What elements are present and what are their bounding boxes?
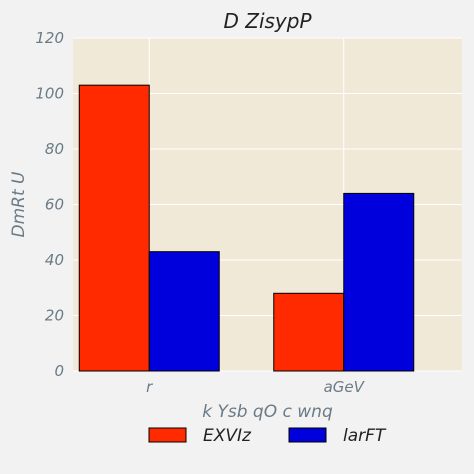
- bar-larFT-r: [148, 251, 220, 372]
- legend-label-larFT: larFT: [343, 426, 387, 446]
- bar-EXVIz-r: [78, 84, 150, 372]
- y-tick-label: 80: [45, 140, 64, 158]
- y-tick-label: 0: [54, 362, 64, 380]
- y-tick-label: 40: [45, 251, 64, 269]
- x-axis-label: k Ysb qO c wnq: [202, 402, 333, 422]
- x-axis-ticks: r aGeV: [146, 378, 365, 396]
- bar-EXVIz-aGeV: [273, 292, 345, 372]
- legend-swatch-EXVIz: [148, 427, 187, 443]
- bars: [78, 84, 415, 372]
- y-tick-label: 120: [35, 29, 64, 47]
- chart-title: D ZisypP: [223, 9, 312, 33]
- legend-swatch-larFT: [288, 427, 327, 443]
- legend: EXVIz larFT: [148, 426, 387, 446]
- legend-label-EXVIz: EXVIz: [203, 426, 252, 446]
- y-axis-label: DmRt U: [9, 171, 29, 238]
- y-axis-ticks: 0 20 40 60 80 100 120: [35, 29, 64, 380]
- y-tick-label: 20: [45, 307, 64, 325]
- x-tick-label: r: [146, 378, 153, 396]
- x-tick-label: aGeV: [324, 378, 366, 396]
- y-tick-label: 60: [45, 196, 64, 214]
- y-tick-label: 100: [35, 85, 64, 103]
- bar-larFT-aGeV: [343, 192, 415, 372]
